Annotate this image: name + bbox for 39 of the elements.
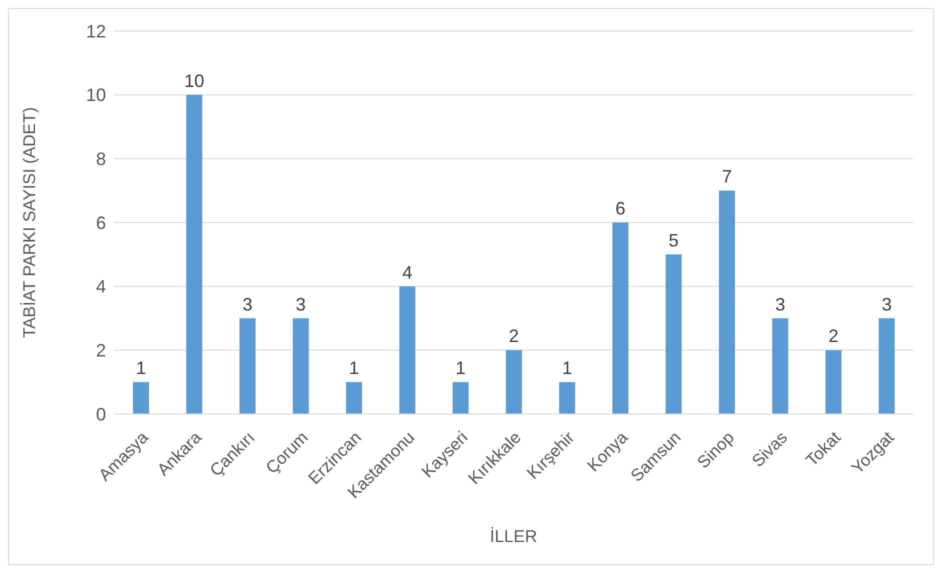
bar <box>666 254 682 414</box>
data-label: 7 <box>722 166 732 187</box>
data-label: 4 <box>402 262 412 282</box>
y-tick-label: 12 <box>86 21 106 42</box>
bar <box>346 382 362 414</box>
bar <box>186 94 202 414</box>
bar <box>133 382 149 414</box>
data-label: 5 <box>668 230 679 250</box>
data-label: 3 <box>296 294 306 314</box>
bar <box>559 382 576 414</box>
data-label: 2 <box>828 326 838 346</box>
y-tick-label: 6 <box>96 212 106 233</box>
data-label: 3 <box>775 294 786 314</box>
data-label: 1 <box>456 358 466 378</box>
y-tick-label: 2 <box>96 340 106 361</box>
bar <box>292 318 309 414</box>
data-label: 2 <box>508 326 519 346</box>
data-label: 1 <box>562 358 572 378</box>
data-label: 1 <box>136 358 146 378</box>
bar <box>612 222 628 414</box>
y-tick-label: 8 <box>96 149 106 170</box>
bar <box>240 318 256 414</box>
data-label: 3 <box>242 294 253 314</box>
bar <box>718 190 735 414</box>
y-tick-label: 0 <box>96 404 106 424</box>
y-tick-label: 4 <box>96 276 106 297</box>
y-axis-title: TABİAT PARKI SAYISI (ADET) <box>20 107 40 338</box>
bar <box>506 350 522 414</box>
data-label: 3 <box>882 294 892 314</box>
x-axis-title: İLLER <box>490 527 538 546</box>
y-tick-label: 10 <box>86 85 106 106</box>
bar <box>399 286 416 414</box>
bar <box>772 318 788 414</box>
data-label: 6 <box>615 198 626 218</box>
bar <box>452 382 469 414</box>
bar <box>878 318 895 414</box>
data-label: 10 <box>184 70 204 91</box>
data-label: 1 <box>349 358 360 378</box>
bar <box>825 350 842 414</box>
